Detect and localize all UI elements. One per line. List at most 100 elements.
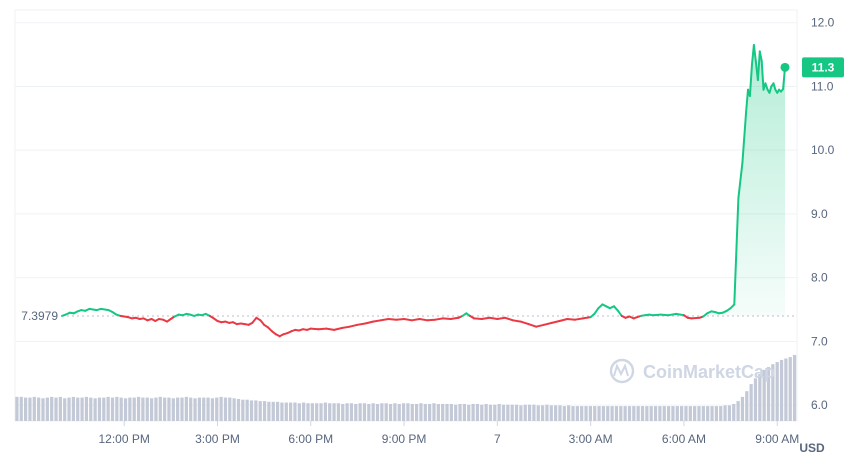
x-tick-label: 12:00 PM [99,432,150,446]
x-tick-label: 7 [494,432,501,446]
price-line-segment [511,319,522,323]
volume-bar [189,397,193,421]
volume-bar [180,397,184,421]
volume-bar [627,406,632,421]
price-line-segment [756,50,761,82]
x-tick-label: 6:00 PM [288,432,333,446]
volume-bar [727,405,732,421]
price-line-segment [651,313,662,317]
current-price-badge-bg [802,57,844,78]
price-line-segment [758,50,763,62]
price-line-segment [434,317,444,321]
volume-bar [106,396,110,421]
volume-bar [784,358,788,421]
volume-bar [215,397,219,421]
price-line-segment [340,325,351,329]
volume-bar [506,404,510,421]
volume-bar [28,397,32,421]
volume-bar [701,406,705,421]
price-line-segment [733,197,740,306]
volume-bar [640,406,645,421]
volume-bar [93,398,97,421]
volume-bar [723,405,727,421]
volume-bar [136,396,141,421]
volume-bar [293,402,297,421]
price-line-segment [441,317,452,320]
volume-bar [658,406,662,421]
volume-bar [475,403,480,421]
volume-bar [714,406,718,421]
volume-bar [206,397,210,421]
volume-bar [50,396,54,421]
price-line-segment [395,318,406,321]
volume-bar [232,398,236,421]
volume-bar [193,398,197,421]
volume-bar [549,405,553,421]
volume-bar [145,397,149,421]
volume-bar [71,396,76,421]
volume-bar [393,403,397,421]
volume-bar [210,398,215,421]
price-line-segment [379,318,390,322]
volume-bar [645,406,649,421]
volume-bar [545,404,549,421]
volume-bar [523,404,527,421]
volume-bar [575,406,579,421]
volume-bar [710,406,714,421]
volume-bar [184,396,188,421]
y-tick-label: 10.0 [811,143,835,157]
volume-bar [749,384,753,421]
price-line-segment [488,316,499,320]
volume-bar [771,364,775,421]
y-tick-label: 6.0 [811,398,828,412]
volume-bar [606,406,610,421]
volume-bar [397,403,401,421]
coinmarketcap-watermark: CoinMarketCap [609,358,775,384]
volume-bar [562,406,566,421]
volume-bar [154,397,158,421]
volume-bar [388,403,393,421]
volume-bar [527,404,532,421]
volume-bar [367,403,371,421]
price-line-segment [356,322,367,326]
volume-bar [202,397,206,421]
volume-bar [176,397,180,421]
volume-bar [484,403,488,421]
price-line-segment [504,316,514,322]
volume-bar [254,400,258,421]
volume-bar [601,406,606,421]
volume-bar [284,402,288,421]
price-line-segment [768,85,773,94]
volume-bar [445,403,449,421]
volume-bar [41,398,45,421]
volume-bar [532,404,536,421]
volume-bar [432,403,436,421]
price-line-segment [613,305,619,312]
volume-bar [323,402,327,421]
volume-bar [375,403,380,421]
volume-bar [632,406,636,421]
volume-bar [792,354,797,421]
price-line-segment [741,111,748,164]
price-line-segment [617,309,623,317]
volume-bar [441,403,445,421]
volume-bar [306,403,310,421]
volume-bar [115,396,119,421]
volume-bar [362,403,367,421]
volume-bar [249,400,254,421]
price-line-segment [737,161,744,199]
volume-bar [236,398,241,421]
volume-bar [102,397,106,421]
volume-bar [684,406,688,421]
volume-bar [745,391,749,421]
price-line-segment [543,321,553,326]
volume-bar [706,406,710,421]
price-line-segment [317,327,328,331]
y-tick-label: 8.0 [811,271,828,285]
volume-bar [401,403,406,421]
volume-bar [458,403,462,421]
volume-bar [358,403,362,421]
volume-bar [167,397,171,421]
volume-bar [97,397,102,421]
volume-bar [23,397,28,421]
